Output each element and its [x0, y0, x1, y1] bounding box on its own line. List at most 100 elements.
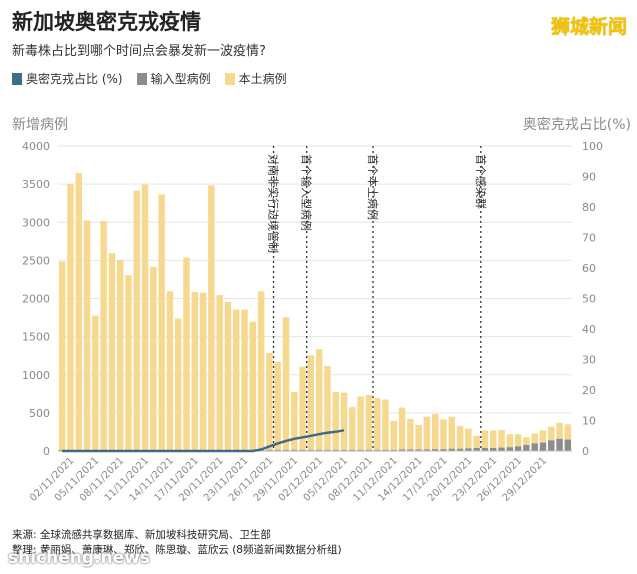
bar-imported — [291, 449, 298, 451]
bar-local — [481, 430, 489, 448]
bar-local — [183, 257, 190, 450]
bar-local — [382, 399, 389, 450]
bar-imported — [390, 449, 397, 451]
bar-local — [423, 416, 431, 450]
y-axis-title: 新增病例 — [12, 117, 68, 133]
y-tick-label: 0 — [43, 445, 50, 458]
bar-local — [249, 321, 257, 450]
y2-tick-label: 60 — [582, 262, 596, 275]
y-tick-label: 3500 — [22, 178, 50, 191]
bar-imported — [539, 442, 547, 451]
annotation-label: 首个输入型病例 — [300, 154, 314, 231]
y2-tick-label: 70 — [582, 232, 596, 245]
bar-local — [150, 266, 157, 450]
legend-swatch-omicron — [12, 72, 22, 85]
bar-local — [257, 291, 265, 450]
bar-local — [365, 394, 373, 450]
bar-local — [199, 292, 207, 450]
bar-local — [141, 184, 149, 450]
annotation-label: 对南非实行边境管制 — [267, 154, 281, 253]
bar-local — [191, 292, 199, 450]
bar-imported — [382, 449, 389, 451]
bar-local — [216, 295, 223, 450]
bar-imported — [340, 449, 348, 451]
bar-imported — [440, 449, 447, 451]
bar-local — [473, 435, 480, 448]
page-title: 新加坡奥密克戎疫情 — [12, 10, 201, 34]
bar-local — [407, 418, 414, 450]
y-tick-label: 2500 — [22, 254, 50, 267]
bar-imported — [332, 449, 339, 451]
bar-imported — [431, 449, 439, 451]
bar-imported — [564, 439, 572, 451]
bar-imported — [423, 449, 431, 451]
bar-imported — [481, 447, 489, 451]
y-tick-label: 500 — [29, 407, 50, 420]
page-subtitle: 新毒株占比到哪个时间点会暴发新一波疫情? — [12, 44, 266, 59]
bar-local — [440, 419, 447, 450]
bar-imported — [523, 444, 530, 451]
y2-tick-label: 50 — [582, 293, 596, 306]
bar-local — [340, 392, 348, 450]
legend-label-omicron: 奥密克戎占比 (%) — [26, 72, 123, 86]
bar-imported — [315, 449, 323, 451]
bar-local — [75, 173, 82, 450]
bar-imported — [465, 448, 472, 451]
y2-tick-label: 90 — [582, 171, 596, 184]
bar-local — [498, 430, 505, 448]
bar-local — [241, 309, 248, 450]
y-tick-label: 1500 — [22, 331, 50, 344]
bar-local — [108, 253, 116, 450]
bar-local — [224, 301, 232, 450]
bar-local — [133, 190, 140, 450]
bar-local — [282, 317, 290, 450]
bar-local — [349, 407, 356, 450]
y2-axis-title: 奥密克戎占比(%) — [522, 117, 631, 133]
bar-local — [523, 437, 530, 445]
bar-imported — [490, 447, 497, 451]
y2-tick-label: 20 — [582, 384, 596, 397]
bar-imported — [282, 449, 290, 451]
legend-item-omicron: 奥密克戎占比 (%) — [12, 70, 123, 87]
bar-local — [465, 428, 472, 449]
legend: 奥密克戎占比 (%) 输入型病例 本土病例 — [12, 70, 301, 87]
bar-imported — [456, 448, 464, 451]
bar-local — [548, 426, 555, 441]
bar-local — [233, 309, 240, 450]
bar-local — [299, 366, 306, 450]
bar-imported — [407, 449, 414, 451]
y2-tick-label: 80 — [582, 201, 596, 214]
legend-item-local: 本土病例 — [224, 70, 287, 87]
bar-local — [332, 391, 339, 450]
bar-imported — [514, 446, 522, 451]
bar-imported — [548, 440, 555, 451]
bar-local — [357, 396, 364, 450]
bar-local — [83, 220, 91, 450]
bar-local — [506, 434, 514, 448]
bar-local — [564, 424, 572, 440]
y2-tick-label: 100 — [582, 140, 603, 153]
bar-local — [490, 430, 497, 448]
bar-imported — [506, 447, 514, 451]
credit-note: 整理: 黄丽娟、萧康琳、郑欣、陈思璇、蓝欣云 (8频道新闻数据分析组) — [12, 544, 342, 556]
bar-local — [174, 318, 182, 450]
bar-local — [166, 291, 174, 450]
bar-imported — [349, 449, 356, 451]
legend-label-local: 本土病例 — [238, 72, 287, 86]
y-tick-label: 4000 — [22, 140, 50, 153]
y2-tick-label: 10 — [582, 415, 596, 428]
legend-swatch-local — [224, 72, 235, 85]
bar-imported — [448, 448, 456, 451]
bar-local — [556, 422, 563, 439]
bar-local — [58, 261, 66, 450]
bar-local — [390, 420, 397, 450]
bar-local — [266, 353, 273, 450]
series-line-omicron — [62, 429, 345, 453]
y2-tick-label: 0 — [582, 445, 589, 458]
bar-local — [274, 362, 281, 450]
bar-local — [315, 349, 323, 450]
bar-imported — [498, 447, 505, 451]
bar-imported — [556, 438, 563, 451]
annotation-label: 首个感染群 — [474, 154, 488, 209]
bar-local — [291, 391, 298, 450]
